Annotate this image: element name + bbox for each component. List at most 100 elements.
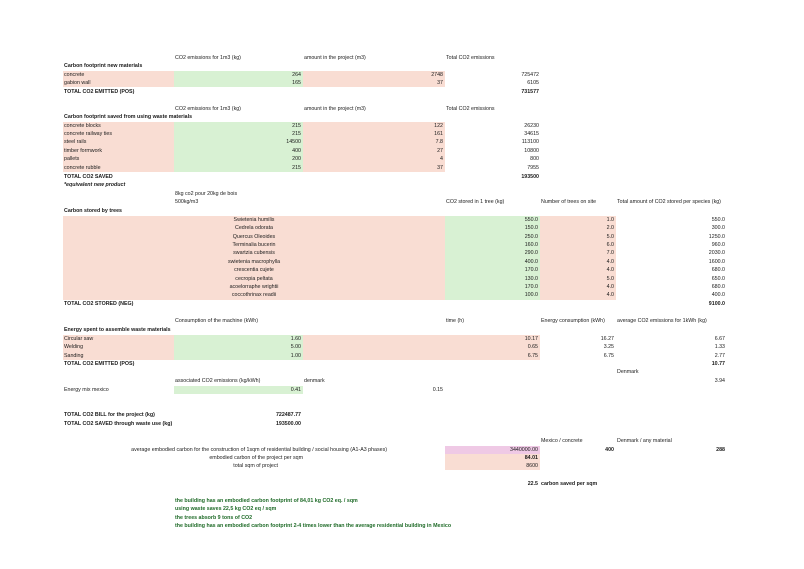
denmark-column-header: denmark [304, 378, 325, 384]
co2-saved-label: TOTAL CO2 SAVED through waste use (kg) [64, 421, 173, 427]
tree-co2-stored: 170.0 [524, 284, 538, 290]
waste-row-total: 113100 [521, 139, 539, 145]
energy-mix-label: Energy mix mexico [64, 387, 109, 393]
trees-total-value: 9100.0 [708, 301, 725, 307]
tree-total: 680.0 [711, 284, 725, 290]
waste-row-per-m3: 14500 [286, 139, 301, 145]
average-mexico-value: 400 [605, 447, 614, 453]
waste-row-per-m3: 215 [292, 165, 301, 171]
energy-row-avg: 1.33 [714, 344, 725, 350]
waste-row-amount: 37 [437, 165, 443, 171]
waste-row-name: steel rails [64, 139, 87, 145]
tree-co2-stored: 250.0 [524, 234, 538, 240]
energy-row-energy: 3.25 [603, 344, 614, 350]
tree-species: acoelorraphe wrightii [229, 284, 279, 290]
waste-row-per-m3: 215 [292, 123, 301, 129]
tree-total: 400.0 [711, 292, 725, 298]
project-embodied-label: embodied carbon of the project per sqm [209, 455, 303, 461]
tree-count: 5.0 [606, 234, 614, 240]
tree-count: 4.0 [606, 267, 614, 273]
tree-total: 680.0 [711, 267, 725, 273]
energy-row-energy: 16.27 [600, 336, 614, 342]
materials-row-per-m3: 264 [292, 72, 301, 78]
energy-row-consumption: 1.60 [290, 336, 301, 342]
energy-mix-denmark-value: 0.15 [432, 387, 443, 393]
tree-species: coccothrinax readii [231, 292, 277, 298]
waste-row-amount: 161 [434, 131, 443, 137]
conclusion-line: using waste saves 22,5 kg CO2 eq / sqm [175, 506, 277, 512]
energy-total-value: 10.77 [711, 361, 725, 367]
tree-count: 2.0 [606, 225, 614, 231]
trees-title: Carbon stored by trees [64, 208, 122, 214]
mexico-column-header: Mexico / concrete [541, 438, 583, 444]
energy-header-avg: average CO2 emissions for 1kWh (kg) [617, 318, 707, 324]
tree-count: 7.0 [606, 250, 614, 256]
materials-header-total: Total CO2 emissions [446, 55, 495, 61]
tree-co2-stored: 550.0 [524, 217, 538, 223]
waste-row-total: 7955 [527, 165, 539, 171]
waste-row-name: concrete blocks [64, 123, 101, 129]
trees-header-number: Number of trees on site [541, 199, 597, 205]
tree-co2-stored: 290.0 [524, 250, 538, 256]
waste-row-amount: 27 [437, 148, 443, 154]
tree-total: 650.0 [711, 276, 725, 282]
tree-co2-stored: 400.0 [524, 259, 538, 265]
materials-row-name: concrete [64, 72, 85, 78]
materials-header-per-m3: CO2 emissions for 1m3 (kg) [175, 55, 241, 61]
carbon-saved-value: 22.5 [527, 481, 538, 487]
energy-row-name: Welding [64, 344, 84, 350]
tree-species: swietenia macrophylla [227, 259, 281, 265]
co2-saved-value: 193500.00 [275, 421, 301, 427]
conclusion-line: the building has an embodied carbon foot… [175, 498, 358, 504]
energy-row-avg: 2.77 [714, 353, 725, 359]
tree-co2-stored: 150.0 [524, 225, 538, 231]
denmark-material-header: Denmark / any material [617, 438, 672, 444]
waste-header-total: Total CO2 emissions [446, 106, 495, 112]
waste-row-per-m3: 400 [292, 148, 301, 154]
materials-total-value: 731577 [521, 89, 539, 95]
waste-row-amount: 122 [434, 123, 443, 129]
energy-total-label: TOTAL CO2 EMITTED (POS) [64, 361, 135, 367]
waste-row-amount: 4 [440, 156, 443, 162]
tree-count: 1.0 [606, 217, 614, 223]
project-embodied-value: 84.01 [524, 455, 538, 461]
waste-note: *equivalent new product [64, 182, 126, 188]
co2-bill-label: TOTAL CO2 BILL for the project (kg) [64, 412, 155, 418]
energy-row-consumption: 1.00 [290, 353, 301, 359]
tree-co2-stored: 130.0 [524, 276, 538, 282]
waste-header-amount: amount in the project (m3) [304, 106, 366, 112]
materials-row-name: gabion wall [64, 80, 91, 86]
tree-total: 2030.0 [708, 250, 725, 256]
waste-row-total: 800 [530, 156, 539, 162]
tree-co2-stored: 160.0 [524, 242, 538, 248]
materials-total-label: TOTAL CO2 EMITTED (POS) [64, 89, 135, 95]
energy-header-energy: Energy consumption (kWh) [541, 318, 605, 324]
energy-row-time: 0.65 [527, 344, 538, 350]
materials-row-total: 6105 [527, 80, 539, 86]
average-embodied-value: 3440000.00 [510, 447, 538, 453]
tree-species: crescentia cujete [234, 267, 274, 273]
tree-total: 1600.0 [708, 259, 725, 265]
waste-row-name: concrete railway ties [64, 131, 112, 137]
energy-header-time: time (h) [446, 318, 464, 324]
average-denmark-value: 288 [716, 447, 725, 453]
waste-row-total: 10800 [524, 148, 539, 154]
waste-row-name: timber formwork [64, 148, 102, 154]
tree-total: 1250.0 [708, 234, 725, 240]
tree-count: 4.0 [606, 284, 614, 290]
tree-total: 300.0 [711, 225, 725, 231]
average-embodied-label: average embodied carbon for the construc… [131, 447, 387, 453]
co2-bill-value: 722487.77 [275, 412, 301, 418]
materials-row-total: 725472 [521, 72, 539, 78]
materials-row-amount: 37 [437, 80, 443, 86]
tree-species: Swietenia humilis [233, 217, 275, 223]
tree-co2-stored: 170.0 [524, 267, 538, 273]
waste-row-per-m3: 200 [292, 156, 301, 162]
waste-row-total: 26230 [524, 123, 539, 129]
tree-count: 5.0 [606, 276, 614, 282]
waste-title: Carbon footprint saved from using waste … [64, 114, 193, 120]
trees-note-2: 500kg/m3 [175, 199, 199, 205]
energy-row-name: Sanding [64, 353, 84, 359]
tree-count: 4.0 [606, 259, 614, 265]
tree-total: 960.0 [711, 242, 725, 248]
